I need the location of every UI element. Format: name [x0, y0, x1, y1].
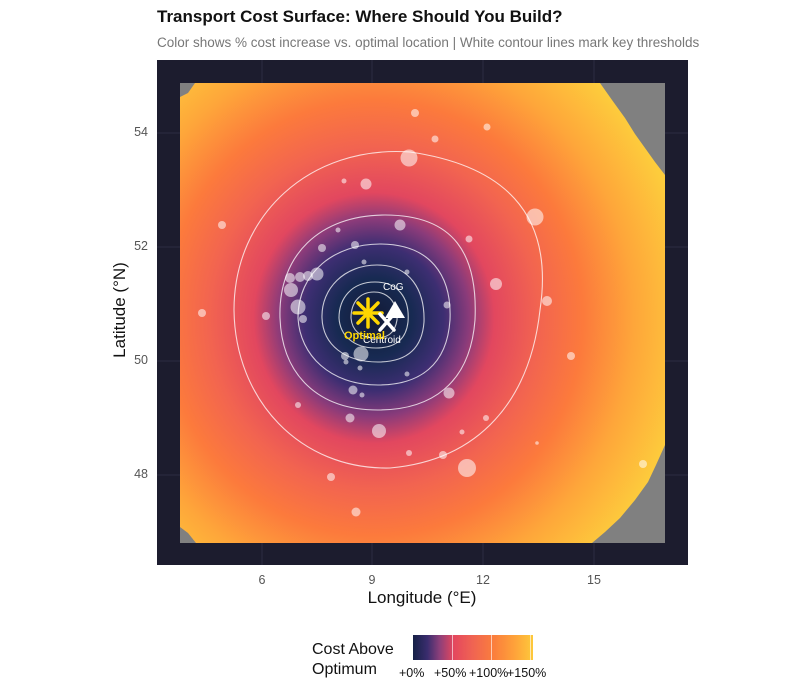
na-corner-top-right	[600, 83, 665, 175]
legend-label-150: +150%	[507, 666, 547, 680]
optimal-marker-icon	[352, 297, 384, 329]
na-corner-bottom-left	[180, 527, 196, 543]
cost-surface	[180, 83, 665, 543]
legend-tick	[491, 635, 492, 660]
chart-subtitle: Color shows % cost increase vs. optimal …	[157, 35, 700, 50]
optimal-label: Optimal	[344, 330, 385, 342]
x-tick-9: 9	[368, 573, 376, 587]
x-tick-12: 12	[476, 573, 490, 587]
y-tick-48: 48	[134, 467, 148, 481]
legend-label-0: +0%	[399, 666, 425, 680]
chart-title: Transport Cost Surface: Where Should You…	[157, 7, 563, 26]
y-tick-54: 54	[134, 125, 148, 139]
legend-title-line2: Optimum	[312, 661, 377, 678]
demand-points	[198, 109, 647, 517]
cog-label: CoG	[383, 282, 404, 293]
cog-triangle-icon	[385, 301, 405, 318]
na-corner-top-left	[180, 83, 195, 97]
legend-title: Cost Above Optimum	[312, 640, 394, 680]
x-tick-15: 15	[587, 573, 601, 587]
legend-colorbar	[413, 635, 533, 660]
y-tick-50: 50	[134, 353, 148, 367]
legend-label-100: +100%	[469, 666, 509, 680]
y-tick-52: 52	[134, 239, 148, 253]
y-axis-label: Latitude (°N)	[110, 262, 129, 358]
x-axis-label: Longitude (°E)	[367, 588, 477, 607]
x-tick-6: 6	[258, 573, 266, 587]
legend-title-line1: Cost Above	[312, 641, 394, 658]
legend-tick	[452, 635, 453, 660]
centroid-x-icon	[378, 312, 396, 332]
legend-tick	[530, 635, 531, 660]
centroid-label: Centroid	[363, 335, 401, 346]
legend-label-50: +50%	[434, 666, 467, 680]
na-corner-bottom-right	[592, 445, 665, 543]
